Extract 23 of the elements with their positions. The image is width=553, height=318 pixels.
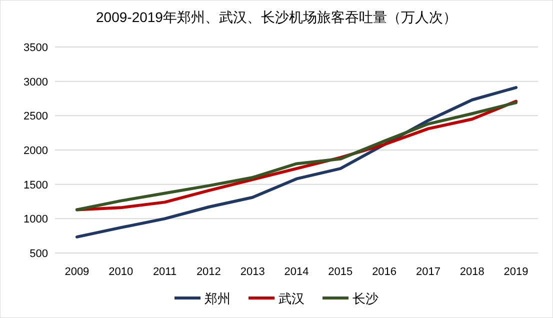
y-tick-label: 1000 xyxy=(24,214,48,226)
x-tick-label: 2015 xyxy=(328,266,353,278)
y-tick-label: 2000 xyxy=(24,145,48,157)
x-tick-label: 2011 xyxy=(152,266,177,278)
y-tick-label: 3000 xyxy=(24,76,48,88)
line-series xyxy=(75,86,518,238)
x-tick-label: 2009 xyxy=(64,266,90,278)
x-tick-label: 2016 xyxy=(372,266,397,278)
legend-label: 长沙 xyxy=(352,291,378,306)
chart-title: 2009-2019年郑州、武汉、长沙机场旅客吞吐量（万人次） xyxy=(96,9,457,25)
x-tick-label: 2017 xyxy=(416,266,440,278)
x-tick-label: 2019 xyxy=(504,266,528,278)
legend-label: 郑州 xyxy=(204,291,230,306)
x-tick-label: 2014 xyxy=(284,266,309,278)
y-tick-label: 2500 xyxy=(24,110,48,123)
x-tick-label: 2018 xyxy=(460,266,484,278)
x-tick-label: 2012 xyxy=(196,266,221,278)
y-tick-label: 3500 xyxy=(24,42,48,54)
y-tick-label: 1500 xyxy=(24,179,48,192)
x-tick-label: 2013 xyxy=(240,266,265,278)
x-tick-label: 2010 xyxy=(108,266,134,278)
y-tick-label: 500 xyxy=(30,248,48,260)
legend-label: 武汉 xyxy=(278,291,304,306)
